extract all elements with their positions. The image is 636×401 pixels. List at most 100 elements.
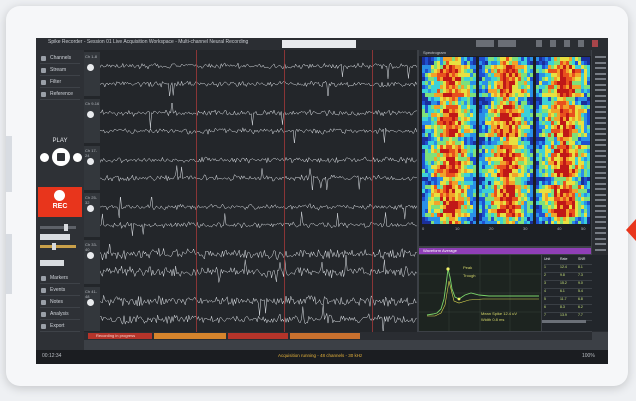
threshold-field[interactable]	[40, 260, 64, 266]
settings-icon[interactable]	[536, 40, 542, 47]
axis-tick: 50	[581, 226, 586, 231]
scroll-tick	[595, 127, 606, 130]
table-slider[interactable]	[542, 320, 586, 323]
scroll-tick	[595, 155, 606, 157]
threshold-slider[interactable]	[40, 243, 76, 250]
waveform-graph[interactable]: Peak Trough Mean Spike 12.4 uV Width 0.8…	[419, 255, 541, 331]
trace-line	[100, 62, 417, 79]
table-cell: 7.7	[578, 313, 583, 317]
gain-slider-knob[interactable]	[64, 224, 68, 231]
sidebar-item-filter[interactable]: Filter	[40, 78, 80, 88]
lane-toggle[interactable]	[87, 205, 94, 212]
spectrogram-header: Spectrogram	[419, 50, 591, 56]
lane-toggle[interactable]	[87, 111, 94, 118]
spectrogram-title: Spectrogram	[423, 50, 446, 55]
maximize-icon[interactable]	[578, 40, 584, 47]
event-segment[interactable]	[154, 333, 226, 339]
scroll-tick	[595, 199, 606, 201]
lane-toggle[interactable]	[87, 252, 94, 259]
table-cell: Rate	[560, 257, 568, 261]
lane-toggle[interactable]	[87, 158, 94, 165]
sidebar-item-reference[interactable]: Reference	[40, 90, 80, 100]
time-cursor[interactable]	[284, 50, 285, 332]
sidebar-item-analysis[interactable]: Analysis	[40, 310, 80, 320]
scroll-tick	[595, 138, 606, 141]
event-segment[interactable]	[290, 333, 360, 339]
record-button[interactable]: REC	[38, 187, 82, 217]
table-row[interactable]: 6 8.3 6.2	[544, 305, 592, 313]
scroll-tick	[595, 204, 606, 207]
sidebar-item-label: Events	[50, 287, 66, 293]
table-cell: 7	[544, 313, 546, 317]
channel-lane[interactable]: Ch 33-40	[84, 240, 417, 284]
table-row[interactable]: 3 15.2 9.0	[544, 281, 592, 289]
time-cursor[interactable]	[372, 50, 373, 332]
threshold-slider-knob[interactable]	[52, 243, 56, 250]
event-segment[interactable]	[228, 333, 288, 339]
table-cell: 7.3	[578, 273, 583, 277]
sidebar-item-channels[interactable]: Channels	[40, 54, 80, 64]
table-row[interactable]: Unit Rate SNR	[544, 257, 592, 265]
channel-lane[interactable]: Ch 41-48	[84, 287, 417, 331]
event-timeline[interactable]: Recording in progress	[84, 332, 592, 340]
gain-slider[interactable]	[40, 224, 76, 231]
sidebar-item-notes[interactable]: Notes	[40, 298, 80, 308]
spectrogram-plot[interactable]	[422, 57, 476, 224]
table-cell: Unit	[544, 257, 551, 261]
stop-icon	[57, 153, 65, 161]
table-cell: 11.7	[560, 297, 567, 301]
carousel-prev-arrow[interactable]	[626, 219, 636, 241]
lane-label: Ch 1-8	[85, 54, 98, 59]
record-icon	[54, 190, 65, 201]
channel-lane[interactable]: Ch 9-16	[84, 99, 417, 143]
marker-icon	[41, 276, 46, 281]
sidebar-item-export[interactable]: Export	[40, 322, 80, 332]
forward-button[interactable]	[73, 153, 82, 162]
table-cell: 6.2	[578, 305, 583, 309]
spectrogram-plot[interactable]	[479, 57, 533, 224]
toolbar-button-a[interactable]	[476, 40, 494, 47]
lane-toggle[interactable]	[87, 299, 94, 306]
channel-lane[interactable]: Ch 25-32	[84, 193, 417, 237]
lane-label: Ch 9-16	[85, 101, 100, 106]
close-icon[interactable]	[592, 40, 598, 47]
search-input[interactable]	[282, 40, 356, 48]
trace-line	[100, 294, 417, 316]
table-cell: 9.0	[578, 281, 583, 285]
play-button[interactable]	[52, 148, 70, 166]
sidebar-item-stream[interactable]: Stream	[40, 66, 80, 76]
event-segment[interactable]	[88, 333, 152, 339]
sidebar-item-markers[interactable]: Markers	[40, 274, 80, 284]
toolbar-button-b[interactable]	[498, 40, 516, 47]
table-row[interactable]: 1 12.4 8.1	[544, 265, 592, 273]
rewind-button[interactable]	[40, 153, 49, 162]
table-row[interactable]: 4 6.1 5.4	[544, 289, 592, 297]
scroll-tick	[595, 61, 606, 64]
title-bar: Spike Recorder - Session 01 Live Acquisi…	[36, 38, 608, 50]
signal-trace	[100, 197, 417, 236]
time-cursor[interactable]	[196, 50, 197, 332]
table-row[interactable]: 5 11.7 6.8	[544, 297, 592, 305]
left-panel: Channels Stream Filter Reference PLAY RE…	[36, 50, 84, 350]
channels-icon	[41, 56, 46, 61]
graph-annotation: Mean Spike 12.4 uV	[481, 311, 518, 316]
sidebar-item-events[interactable]: Events	[40, 286, 80, 296]
layout-icon[interactable]	[550, 40, 556, 47]
table-cell: SNR	[578, 257, 586, 261]
channel-lane[interactable]: Ch 17-24	[84, 146, 417, 190]
sidebar-item-label: Notes	[50, 299, 64, 305]
table-cell: 9.8	[560, 273, 565, 277]
table-row[interactable]: 2 9.8 7.3	[544, 273, 592, 281]
channel-lane[interactable]: Ch 1-8	[84, 52, 417, 96]
scroll-tick	[595, 56, 606, 58]
lane-toggle[interactable]	[87, 64, 94, 71]
timeline-label: Recording in progress	[96, 333, 136, 338]
trace-line	[100, 304, 417, 331]
spectrogram-plot[interactable]	[536, 57, 590, 224]
scroll-tick	[595, 67, 606, 69]
scroll-tick	[595, 226, 606, 229]
gain-field[interactable]	[40, 234, 70, 240]
table-cell: 13.9	[560, 313, 567, 317]
minimize-icon[interactable]	[564, 40, 570, 47]
table-cell: 1	[544, 265, 546, 269]
